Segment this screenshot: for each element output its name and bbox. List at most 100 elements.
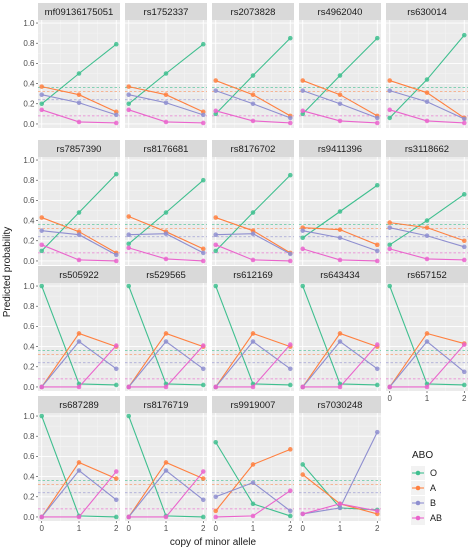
y-tick-label: 0.6 [23,196,35,205]
x-tick-label: 1 [338,524,343,533]
data-point-o [300,462,306,467]
data-point-a [200,246,206,252]
data-point-b [387,225,393,230]
facet-label: rs505922 [59,270,99,281]
legend-title: ABO [412,450,433,461]
data-point-o [250,73,256,78]
legend-point [415,500,421,506]
data-point-ab [387,107,393,113]
data-point-b [250,339,256,344]
data-point-ab [39,514,45,520]
facet-label: rs630014 [407,7,447,18]
data-point-o [424,77,430,82]
data-point-ab [163,514,169,520]
facet-strip [38,3,120,20]
data-point-b [76,468,82,473]
data-point-b [287,508,293,514]
data-point-ab [200,343,206,348]
data-point-ab [213,242,219,248]
data-point-b [39,228,45,233]
data-point-o [424,218,430,223]
data-point-o [126,241,132,247]
data-point-b [387,88,393,93]
y-tick-label: 1.0 [23,19,35,28]
facet-label: rs687289 [59,400,99,411]
y-tick-label: 0.0 [23,120,35,129]
data-point-o [39,283,45,289]
data-point-a [213,215,219,220]
data-point-o [113,382,119,388]
x-tick-label: 0 [127,524,132,533]
data-point-o [200,514,206,520]
data-point-ab [250,118,256,124]
data-point-o [200,382,206,388]
data-point-a [213,78,219,83]
data-point-b [287,115,293,121]
facet-panels: mf09136175051 0.0 0.2 0.4 0.6 0.8 1.0 rs1752337… [23,3,468,533]
data-point-ab [39,242,45,248]
legend-item-a: A [411,481,436,495]
data-point-ab [387,246,393,252]
data-point-b [76,232,82,238]
data-point-a [387,78,393,83]
data-point-o [374,382,380,388]
facet-strip [38,140,120,157]
data-point-ab [163,119,169,125]
data-point-o [213,439,219,445]
data-point-o [76,210,82,215]
facet-panel: rs8176681 [125,140,207,265]
facet-strip [125,140,207,157]
y-tick-label: 1.0 [23,156,35,165]
y-tick-label: 0.6 [23,452,35,461]
data-point-o [387,283,393,289]
y-tick-label: 0.8 [23,39,35,48]
facet-panel: rs8176719 0 1 2 [125,396,207,533]
data-point-ab [39,107,45,113]
data-point-o [337,209,343,214]
facet-panel: rs529565 [125,266,207,391]
data-point-o [337,73,343,78]
facet-label: rs3118662 [405,144,449,155]
facet-label: rs8176702 [231,144,276,155]
data-point-ab [250,384,256,390]
x-tick-label: 0 [388,394,393,403]
data-point-a [126,214,132,219]
data-point-o [39,248,45,254]
facet-strip [299,3,381,20]
data-point-b [424,339,430,344]
data-point-a [113,476,119,481]
facet-panel: rs9411396 [299,140,381,265]
data-point-o [113,41,119,47]
data-point-ab [39,384,45,390]
legend-label: B [430,498,436,508]
data-point-a [126,84,132,89]
data-point-ab [461,257,467,263]
data-point-b [250,231,256,237]
y-tick-label: 0.4 [23,472,35,481]
facet-strip [38,266,120,283]
data-point-b [200,366,206,372]
x-tick-label: 2 [114,524,119,533]
data-point-o [113,514,119,520]
data-point-ab [287,120,293,126]
data-point-ab [200,258,206,264]
facet-label: rs1752337 [144,7,189,18]
data-point-o [213,283,219,289]
data-point-ab [374,120,380,126]
facet-label: rs657152 [407,270,447,281]
data-point-ab [300,384,306,390]
facet-label: rs529565 [146,270,186,281]
y-tick-label: 0.0 [23,513,35,522]
data-point-ab [126,384,132,390]
legend-item-ab: AB [411,511,442,525]
facet-label: rs8176681 [144,144,189,155]
data-point-b [113,252,119,258]
data-point-o [163,210,169,215]
facet-panel: rs7857390 0.0 0.2 0.4 0.6 0.8 1.0 [23,140,120,266]
y-tick-label: 0.0 [23,257,35,266]
facet-strip [212,140,294,157]
facet-strip [125,266,207,283]
data-point-a [163,331,169,336]
